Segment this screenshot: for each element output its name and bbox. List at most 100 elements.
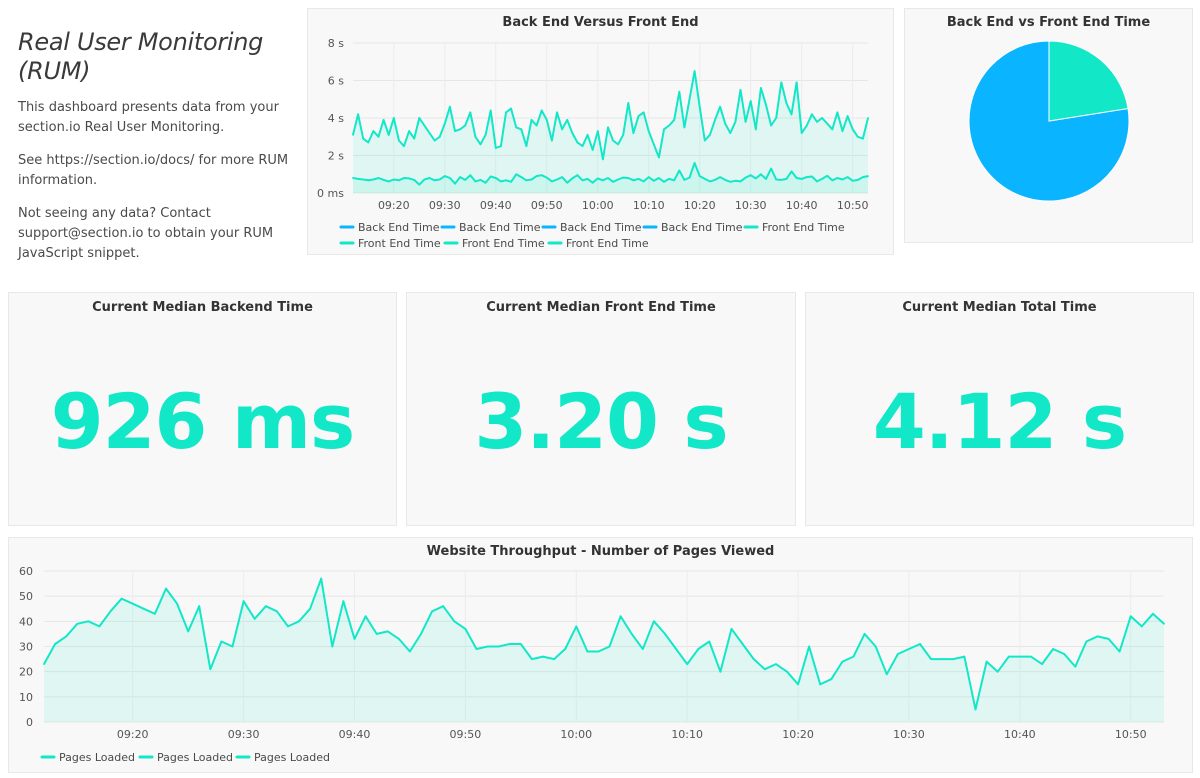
data-point xyxy=(749,174,752,177)
data-point xyxy=(785,102,788,104)
legend-item: Back End Time xyxy=(661,221,743,234)
data-point xyxy=(719,176,721,179)
data-point xyxy=(846,176,849,179)
data-point xyxy=(703,139,706,142)
panel-title: Back End vs Front End Time xyxy=(946,15,1151,30)
data-point xyxy=(1007,655,1010,658)
data-point xyxy=(919,643,921,645)
data-point xyxy=(841,660,844,663)
data-point xyxy=(622,134,625,136)
data-point xyxy=(242,600,245,603)
data-point xyxy=(530,178,533,181)
data-point xyxy=(830,678,833,681)
y-tick-label: 8 s xyxy=(328,37,344,50)
data-point xyxy=(398,179,400,182)
data-point xyxy=(754,128,757,131)
data-point xyxy=(566,119,569,121)
data-point xyxy=(489,175,492,178)
data-point xyxy=(553,658,555,660)
data-point xyxy=(963,655,966,658)
data-point xyxy=(561,176,563,179)
data-point xyxy=(607,177,609,179)
data-point xyxy=(362,178,365,181)
x-tick-label: 10:10 xyxy=(671,728,703,741)
stat-title: Current Median Backend Time xyxy=(92,300,313,315)
data-point xyxy=(551,139,553,142)
stat-title: Current Median Total Time xyxy=(902,300,1097,315)
data-point xyxy=(494,147,497,149)
legend-item: Pages Loaded xyxy=(59,751,135,764)
data-point xyxy=(760,87,762,89)
legend-item: Front End Time xyxy=(566,237,649,250)
data-point xyxy=(535,124,538,127)
data-point xyxy=(418,117,421,119)
data-point xyxy=(1085,640,1088,643)
x-tick-label: 09:20 xyxy=(117,728,149,741)
x-tick-label: 10:40 xyxy=(786,199,818,212)
data-point xyxy=(714,119,716,121)
data-point xyxy=(683,126,686,129)
data-point xyxy=(608,645,611,648)
panel-title: Website Throughput - Number of Pages Vie… xyxy=(426,544,775,559)
y-tick-label: 40 xyxy=(19,615,33,628)
data-point xyxy=(693,162,696,164)
data-point xyxy=(413,137,416,140)
x-tick-label: 10:00 xyxy=(582,199,614,212)
data-point xyxy=(647,176,650,179)
data-point xyxy=(698,175,701,178)
data-point xyxy=(800,178,803,180)
data-point xyxy=(131,602,134,605)
data-point xyxy=(438,178,441,181)
data-point xyxy=(525,145,528,148)
data-point xyxy=(353,638,356,640)
data-point xyxy=(561,128,563,131)
data-point xyxy=(438,135,441,138)
data-point xyxy=(494,177,497,179)
data-point xyxy=(708,640,711,643)
x-tick-label: 09:40 xyxy=(480,199,512,212)
data-point xyxy=(730,628,733,630)
data-point xyxy=(612,180,614,183)
data-point xyxy=(780,179,783,181)
data-point xyxy=(154,612,156,615)
data-point xyxy=(398,139,400,142)
data-point xyxy=(1063,653,1066,655)
data-point xyxy=(775,117,778,119)
data-point xyxy=(974,708,977,711)
legend-item: Front End Time xyxy=(462,237,545,250)
series-line-0 xyxy=(43,577,1165,711)
data-point xyxy=(459,128,461,131)
data-point xyxy=(673,119,676,121)
data-point xyxy=(703,178,706,180)
data-point xyxy=(607,126,609,129)
data-point xyxy=(510,107,512,110)
data-point xyxy=(1129,615,1132,618)
data-point xyxy=(765,178,767,180)
data-point xyxy=(264,605,267,608)
stat-panel-backend: Current Median Backend Time 926 ms xyxy=(8,292,397,526)
data-point xyxy=(1052,648,1054,650)
data-point xyxy=(408,177,410,180)
data-point xyxy=(642,111,645,114)
intro-paragraph-1: This dashboard presents data from your s… xyxy=(18,100,279,135)
data-point xyxy=(165,587,167,590)
data-point xyxy=(668,124,670,127)
x-tick-label: 10:50 xyxy=(837,199,869,212)
data-point xyxy=(331,645,334,648)
data-point xyxy=(65,635,68,638)
data-point xyxy=(734,120,737,123)
data-point xyxy=(120,597,123,600)
data-point xyxy=(423,178,426,181)
data-point xyxy=(392,117,395,119)
data-point xyxy=(1152,612,1154,615)
data-point xyxy=(619,615,622,618)
data-point xyxy=(821,117,823,119)
panel-title: Back End Versus Front End xyxy=(502,15,699,30)
y-tick-label: 6 s xyxy=(328,75,344,88)
data-point xyxy=(413,179,416,181)
data-point xyxy=(420,633,422,635)
data-point xyxy=(575,625,578,628)
pie-slice-front-end-time xyxy=(1048,40,1129,122)
data-point xyxy=(576,141,579,144)
data-point xyxy=(697,648,700,650)
